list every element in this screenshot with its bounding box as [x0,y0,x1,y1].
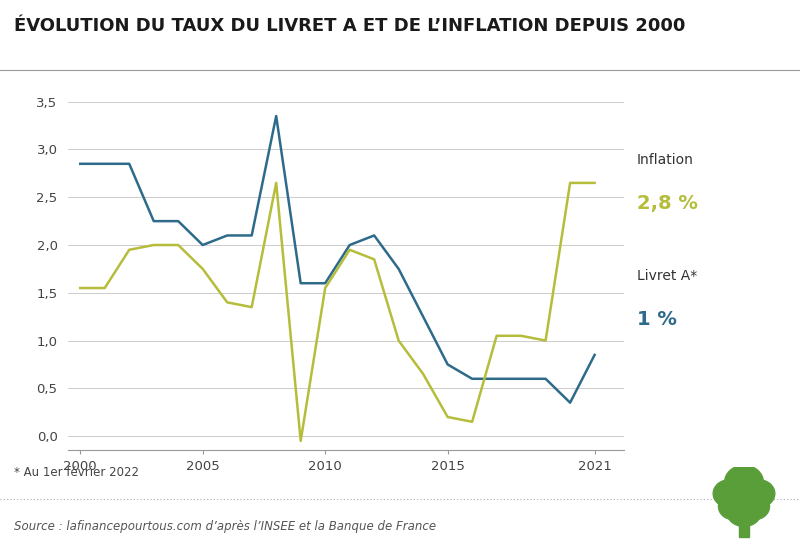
Text: ÉVOLUTION DU TAUX DU LIVRET A ET DE L’INFLATION DEPUIS 2000: ÉVOLUTION DU TAUX DU LIVRET A ET DE L’IN… [14,17,686,35]
Circle shape [725,480,763,514]
Bar [738,520,750,537]
Text: Livret A*: Livret A* [637,269,697,283]
Circle shape [739,494,770,520]
Text: Inflation: Inflation [637,153,694,167]
Circle shape [714,480,745,507]
Circle shape [726,496,762,526]
Text: 1 %: 1 % [637,310,677,329]
Circle shape [743,480,775,507]
Circle shape [725,465,763,499]
Circle shape [718,494,749,520]
Text: Source : lafinancepourtous.com d’après l’INSEE et la Banque de France: Source : lafinancepourtous.com d’après l… [14,520,437,533]
Text: 2,8 %: 2,8 % [637,194,698,213]
Text: * Au 1er février 2022: * Au 1er février 2022 [14,466,139,479]
